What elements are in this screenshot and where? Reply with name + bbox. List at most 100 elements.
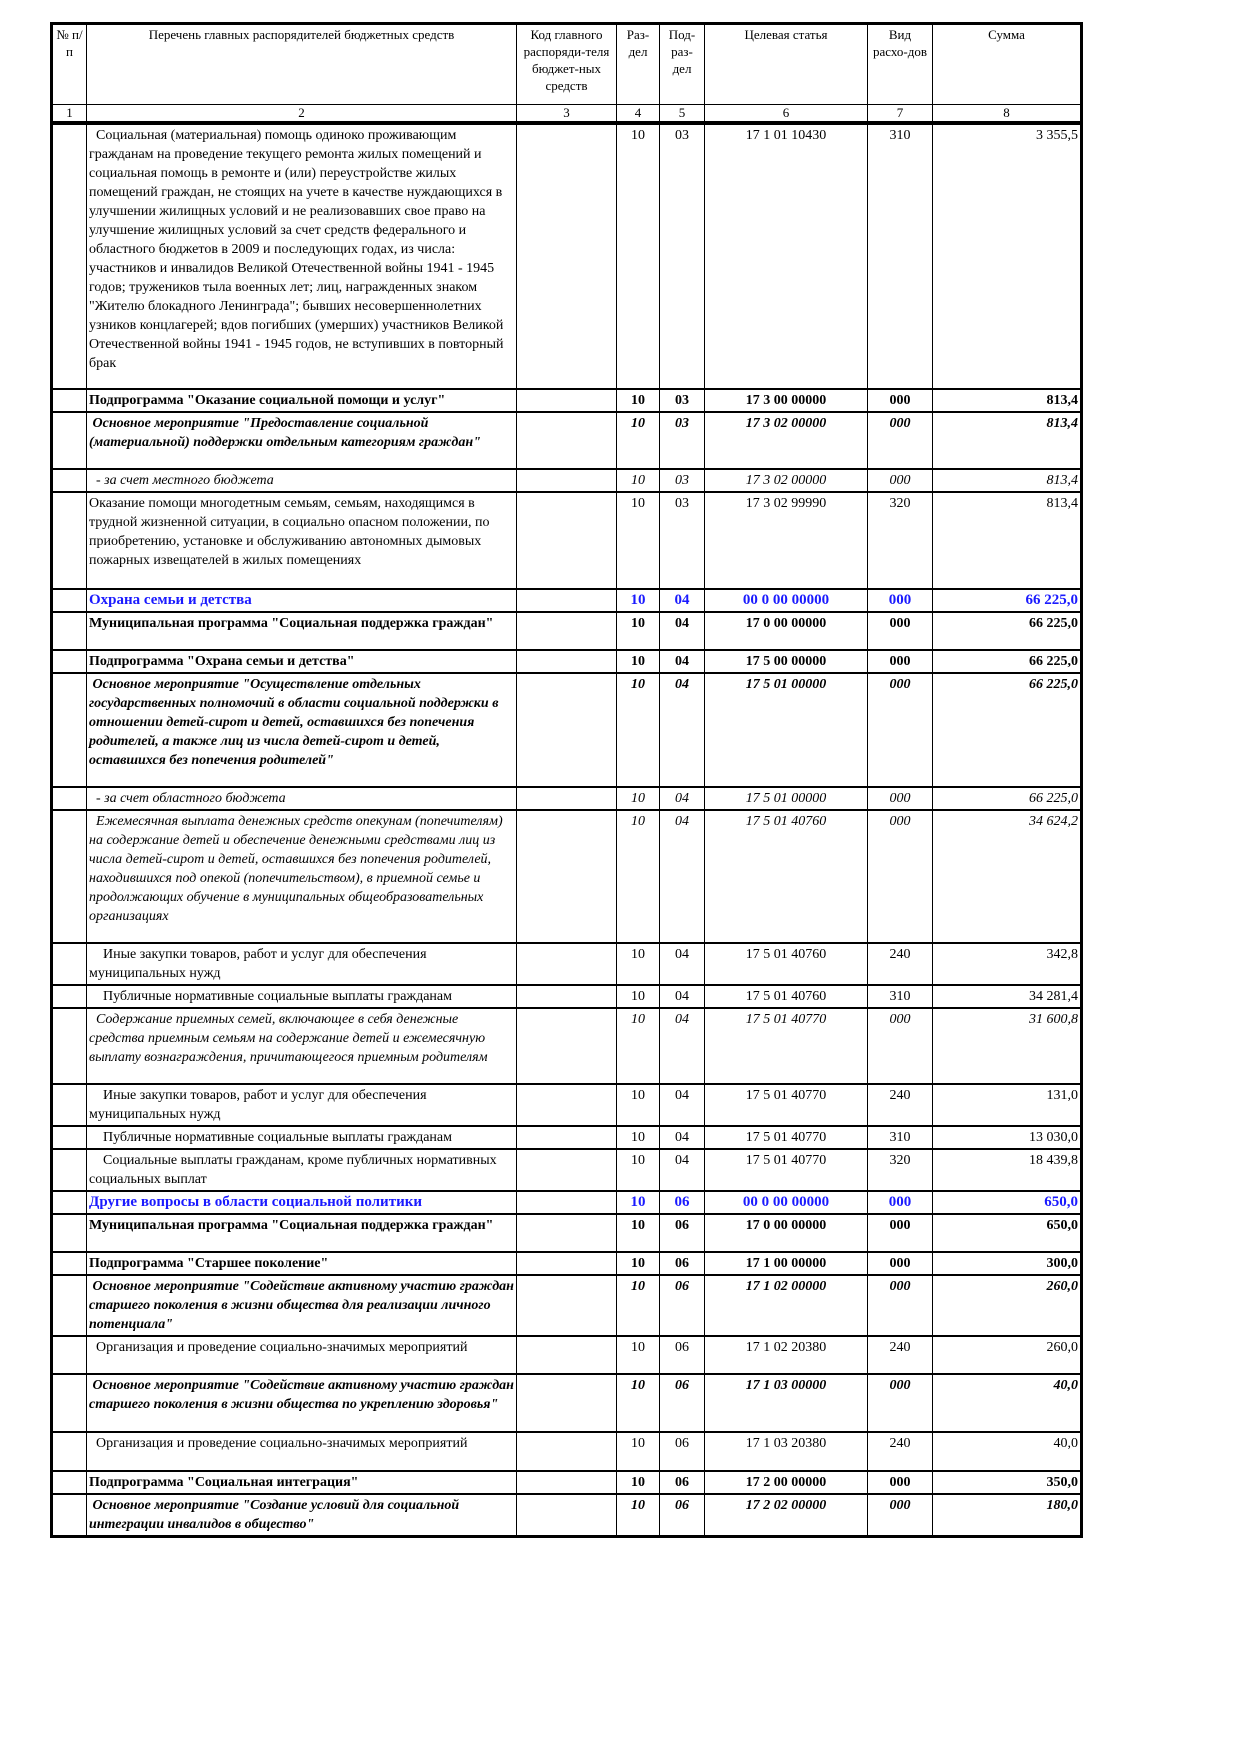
table-body: Социальная (материальная) помощь одиноко… <box>51 122 1082 1537</box>
cell-sum: 342,8 <box>932 942 1082 986</box>
cell-number <box>51 1373 87 1433</box>
cell-article: 17 5 01 40770 <box>704 1007 868 1085</box>
cell-razdel: 10 <box>616 1213 660 1253</box>
cell-sum: 13 030,0 <box>932 1125 1082 1150</box>
cell-number <box>51 491 87 590</box>
cell-name: Подпрограмма "Социальная интеграция" <box>86 1470 517 1495</box>
table-row: Основное мероприятие "Создание условий д… <box>51 1493 1082 1537</box>
table-row: Социальная (материальная) помощь одиноко… <box>51 122 1082 390</box>
cell-number <box>51 984 87 1009</box>
cell-name: - за счет местного бюджета <box>86 468 517 493</box>
cell-sum: 40,0 <box>932 1431 1082 1472</box>
cell-code <box>516 809 617 944</box>
col-num: 2 <box>86 104 517 125</box>
col-num: 7 <box>867 104 933 125</box>
cell-razdel: 10 <box>616 984 660 1009</box>
cell-name: Основное мероприятие "Содействие активно… <box>86 1373 517 1433</box>
table-row: Содержание приемных семей, включающее в … <box>51 1007 1082 1085</box>
cell-vid: 310 <box>867 1125 933 1150</box>
cell-article: 17 3 02 99990 <box>704 491 868 590</box>
cell-number <box>51 468 87 493</box>
header-podrazdel: Под-раз-дел <box>659 23 705 105</box>
cell-podrazdel: 04 <box>659 1007 705 1085</box>
col-num: 1 <box>51 104 87 125</box>
cell-razdel: 10 <box>616 1083 660 1127</box>
cell-vid: 000 <box>867 1007 933 1085</box>
cell-name: Подпрограмма "Охрана семьи и детства" <box>86 649 517 674</box>
cell-vid: 240 <box>867 942 933 986</box>
cell-code <box>516 588 617 613</box>
cell-podrazdel: 06 <box>659 1431 705 1472</box>
cell-number <box>51 942 87 986</box>
cell-name: Организация и проведение социально-значи… <box>86 1335 517 1375</box>
cell-podrazdel: 06 <box>659 1470 705 1495</box>
cell-podrazdel: 04 <box>659 942 705 986</box>
cell-podrazdel: 04 <box>659 588 705 613</box>
cell-article: 17 0 00 00000 <box>704 611 868 651</box>
cell-podrazdel: 06 <box>659 1190 705 1215</box>
cell-name: Содержание приемных семей, включающее в … <box>86 1007 517 1085</box>
table-row: Подпрограмма "Оказание социальной помощи… <box>51 388 1082 413</box>
cell-name: Основное мероприятие "Осуществление отде… <box>86 672 517 788</box>
cell-sum: 3 355,5 <box>932 122 1082 390</box>
cell-vid: 000 <box>867 786 933 811</box>
cell-vid: 000 <box>867 1470 933 1495</box>
cell-vid: 320 <box>867 1148 933 1192</box>
cell-article: 00 0 00 00000 <box>704 588 868 613</box>
cell-name: Основное мероприятие "Создание условий д… <box>86 1493 517 1537</box>
cell-number <box>51 1470 87 1495</box>
cell-razdel: 10 <box>616 942 660 986</box>
cell-razdel: 10 <box>616 611 660 651</box>
cell-article: 17 1 03 00000 <box>704 1373 868 1433</box>
cell-code <box>516 1274 617 1337</box>
cell-number <box>51 809 87 944</box>
cell-razdel: 10 <box>616 588 660 613</box>
cell-podrazdel: 06 <box>659 1251 705 1276</box>
table-row: Охрана семьи и детства 10 04 00 0 00 00000 0… <box>51 588 1082 613</box>
cell-vid: 320 <box>867 491 933 590</box>
cell-number <box>51 1493 87 1537</box>
cell-number <box>51 1007 87 1085</box>
cell-razdel: 10 <box>616 1148 660 1192</box>
cell-sum: 18 439,8 <box>932 1148 1082 1192</box>
cell-sum: 350,0 <box>932 1470 1082 1495</box>
cell-podrazdel: 04 <box>659 1125 705 1150</box>
cell-number <box>51 1251 87 1276</box>
cell-sum: 813,4 <box>932 388 1082 413</box>
cell-podrazdel: 03 <box>659 491 705 590</box>
cell-article: 17 1 01 10430 <box>704 122 868 390</box>
cell-code <box>516 649 617 674</box>
table-row: Подпрограмма "Социальная интеграция" 10 06… <box>51 1470 1082 1495</box>
cell-number <box>51 786 87 811</box>
cell-number <box>51 649 87 674</box>
cell-code <box>516 1431 617 1472</box>
cell-razdel: 10 <box>616 672 660 788</box>
cell-number <box>51 672 87 788</box>
cell-razdel: 10 <box>616 649 660 674</box>
cell-article: 17 5 01 40760 <box>704 984 868 1009</box>
cell-razdel: 10 <box>616 468 660 493</box>
cell-code <box>516 1125 617 1150</box>
table-row: Основное мероприятие "Содействие активно… <box>51 1373 1082 1433</box>
cell-number <box>51 411 87 470</box>
cell-number <box>51 1190 87 1215</box>
cell-article: 17 1 02 20380 <box>704 1335 868 1375</box>
cell-vid: 000 <box>867 809 933 944</box>
header-number: № п/п <box>51 23 87 105</box>
cell-razdel: 10 <box>616 1251 660 1276</box>
cell-sum: 34 281,4 <box>932 984 1082 1009</box>
table-row: Иные закупки товаров, работ и услуг для … <box>51 942 1082 986</box>
cell-podrazdel: 04 <box>659 611 705 651</box>
cell-code <box>516 1148 617 1192</box>
cell-podrazdel: 06 <box>659 1373 705 1433</box>
cell-name: - за счет областного бюджета <box>86 786 517 811</box>
cell-code <box>516 1493 617 1537</box>
cell-article: 17 5 01 40760 <box>704 809 868 944</box>
cell-podrazdel: 06 <box>659 1493 705 1537</box>
cell-number <box>51 1125 87 1150</box>
cell-article: 17 5 00 00000 <box>704 649 868 674</box>
budget-table: № п/п Перечень главных распорядителей бю… <box>50 22 1083 1538</box>
cell-vid: 000 <box>867 1213 933 1253</box>
cell-vid: 000 <box>867 468 933 493</box>
cell-podrazdel: 04 <box>659 984 705 1009</box>
